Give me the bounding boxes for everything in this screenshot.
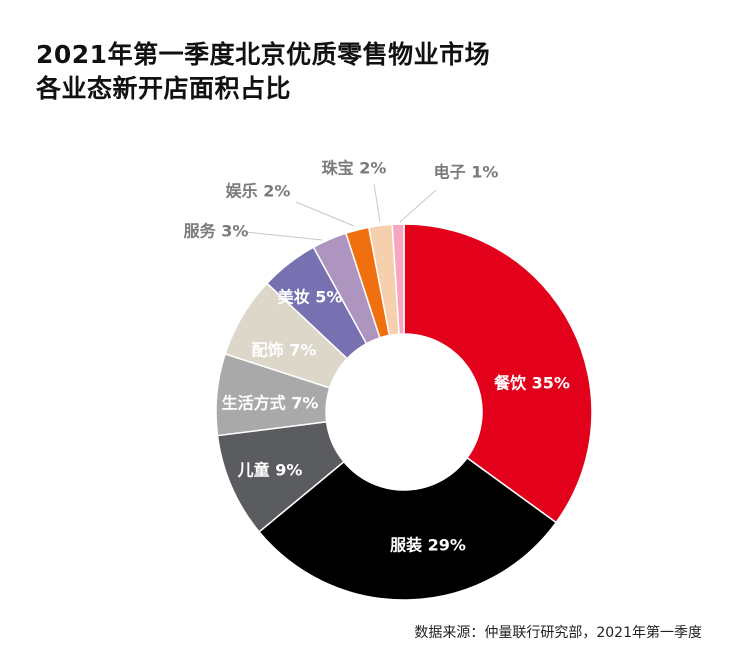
slice-label-1: 餐饮 35% [493,374,570,393]
leader-line-7 [245,231,323,241]
slice-label-3: 儿童 9% [237,461,303,480]
slice-label-4: 生活方式 7% [222,394,319,413]
slice-label-6: 美妆 5% [278,288,343,307]
data-source-note: 数据来源：仲量联行研究部，2021年第一季度 [414,625,702,641]
chart-title: 2021年第一季度北京优质零售物业市场 各业态新开店面积占比 [36,38,490,106]
slice-label-10: 电子 1% [434,163,499,182]
slice-label-7: 服务 3% [184,222,249,241]
slice-label-8: 娱乐 2% [226,182,291,201]
slice-label-2: 服装 29% [390,536,466,555]
chart-title-line-2: 各业态新开店面积占比 [36,74,292,103]
slice-label-5: 配饰 7% [252,341,317,360]
leader-line-9 [373,183,381,223]
leader-line-8 [295,201,355,227]
chart-title-line-1: 2021年第一季度北京优质零售物业市场 [36,40,491,69]
leader-line-10 [399,189,437,223]
slice-label-9: 珠宝 2% [322,159,387,178]
donut-hole [326,334,482,490]
